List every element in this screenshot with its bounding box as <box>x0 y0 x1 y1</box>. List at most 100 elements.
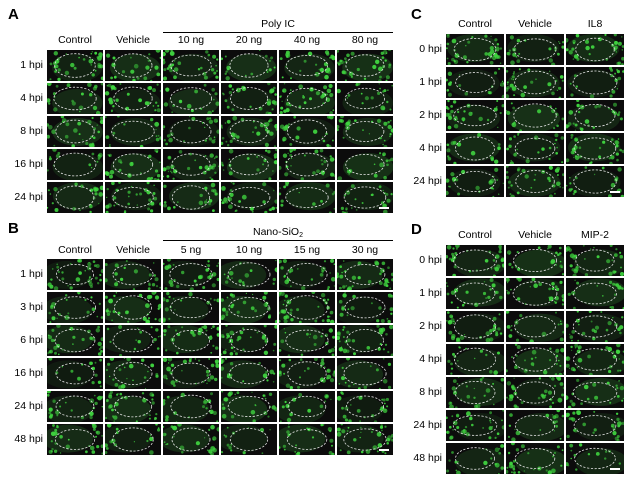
fluorescent-cell <box>65 53 67 55</box>
fluorescent-cell <box>114 263 119 268</box>
column-header: 40 ng <box>293 34 321 46</box>
fluorescent-cell <box>385 159 389 163</box>
dashed-outline <box>286 87 328 110</box>
fluorescent-cell <box>332 335 335 339</box>
micrograph-cell <box>105 149 161 180</box>
fluorescent-cell <box>52 149 57 152</box>
fluorescent-cell <box>275 259 277 262</box>
fluorescent-cell <box>551 377 555 381</box>
fluorescent-cell <box>354 119 357 122</box>
fluorescent-cell <box>312 171 316 175</box>
fluorescent-cell <box>192 333 196 337</box>
fluorescent-cell <box>51 316 56 321</box>
fluorescent-cell <box>201 326 204 329</box>
fluorescent-cell <box>237 335 242 340</box>
fluorescent-cell <box>155 50 161 53</box>
fluorescent-cell <box>159 56 161 59</box>
fluorescent-cell <box>130 56 132 59</box>
fluorescent-cell <box>453 59 459 65</box>
fluorescent-cell <box>373 163 376 166</box>
fluorescent-cell <box>523 85 527 89</box>
fluorescent-cell <box>207 110 212 114</box>
fluorescent-cell <box>559 186 561 188</box>
fluorescent-cell <box>150 117 154 122</box>
fluorescent-cell <box>450 362 453 366</box>
fluorescent-cell <box>616 395 620 398</box>
fluorescent-cell <box>381 261 386 266</box>
fluorescent-cell <box>310 278 314 281</box>
fluorescent-cell <box>204 186 208 190</box>
fluorescent-cell <box>446 143 450 147</box>
fluorescent-cell <box>94 192 98 196</box>
fluorescent-cell <box>458 346 461 349</box>
fluorescent-cell <box>501 80 504 82</box>
fluorescent-cell <box>271 100 276 105</box>
dashed-outline <box>229 428 269 451</box>
fluorescent-cell <box>137 340 141 344</box>
fluorescent-cell <box>510 443 515 446</box>
fluorescent-cell <box>314 71 320 77</box>
fluorescent-cell <box>95 264 100 268</box>
fluorescent-cell <box>447 359 451 363</box>
fluorescent-cell <box>87 279 92 284</box>
fluorescent-cell <box>559 280 563 284</box>
fluorescent-cell <box>337 88 341 94</box>
fluorescent-cell <box>328 83 333 89</box>
fluorescent-cell <box>57 77 61 81</box>
fluorescent-cell <box>379 387 381 389</box>
fluorescent-cell <box>209 297 212 300</box>
fluorescent-cell <box>148 154 152 158</box>
fluorescent-cell <box>264 128 268 132</box>
fluorescent-cell <box>108 394 113 399</box>
micrograph-cell <box>506 67 564 98</box>
fluorescent-cell <box>568 110 574 115</box>
fluorescent-cell <box>489 178 495 184</box>
fluorescent-cell <box>498 193 500 195</box>
fluorescent-cell <box>612 431 617 436</box>
fluorescent-cell <box>389 325 393 330</box>
fluorescent-cell <box>213 298 216 302</box>
tissue-glow <box>343 182 393 211</box>
fluorescent-cell <box>113 87 117 91</box>
fluorescent-cell <box>525 159 530 164</box>
fluorescent-cell <box>107 203 112 208</box>
fluorescent-cell <box>228 271 234 276</box>
fluorescent-cell <box>460 398 463 401</box>
fluorescent-cell <box>269 369 274 375</box>
fluorescent-cell <box>346 314 349 317</box>
fluorescent-cell <box>446 190 449 196</box>
fluorescent-cell <box>510 325 513 327</box>
fluorescent-cell <box>259 427 265 433</box>
fluorescent-cell <box>519 129 522 131</box>
fluorescent-cell <box>289 386 293 389</box>
fluorescent-cell <box>559 437 562 440</box>
fluorescent-cell <box>455 338 461 342</box>
fluorescent-cell <box>390 157 393 162</box>
fluorescent-cell <box>471 36 474 39</box>
fluorescent-cell <box>498 448 500 450</box>
fluorescent-cell <box>271 108 274 111</box>
fluorescent-cell <box>570 366 575 372</box>
dashed-outline <box>112 153 154 176</box>
fluorescent-cell <box>298 192 300 194</box>
fluorescent-cell <box>456 470 461 474</box>
fluorescent-cell <box>457 360 459 362</box>
column-header: MIP-2 <box>580 229 609 241</box>
micrograph-cell <box>47 83 103 114</box>
fluorescent-cell <box>156 108 161 113</box>
fluorescent-cell <box>88 143 93 147</box>
dashed-outline <box>54 429 96 450</box>
tissue-glow <box>279 395 326 422</box>
fluorescent-cell <box>446 89 450 92</box>
fluorescent-cell <box>303 59 307 63</box>
dashed-outline <box>345 54 385 77</box>
fluorescent-cell <box>562 298 564 302</box>
fluorescent-cell <box>306 367 310 370</box>
fluorescent-cell <box>382 398 386 402</box>
fluorescent-cell <box>204 437 206 439</box>
fluorescent-cell <box>264 397 267 400</box>
fluorescent-cell <box>484 34 488 38</box>
fluorescent-cell <box>118 385 123 389</box>
fluorescent-cell <box>388 63 392 67</box>
dashed-outline <box>513 38 557 61</box>
